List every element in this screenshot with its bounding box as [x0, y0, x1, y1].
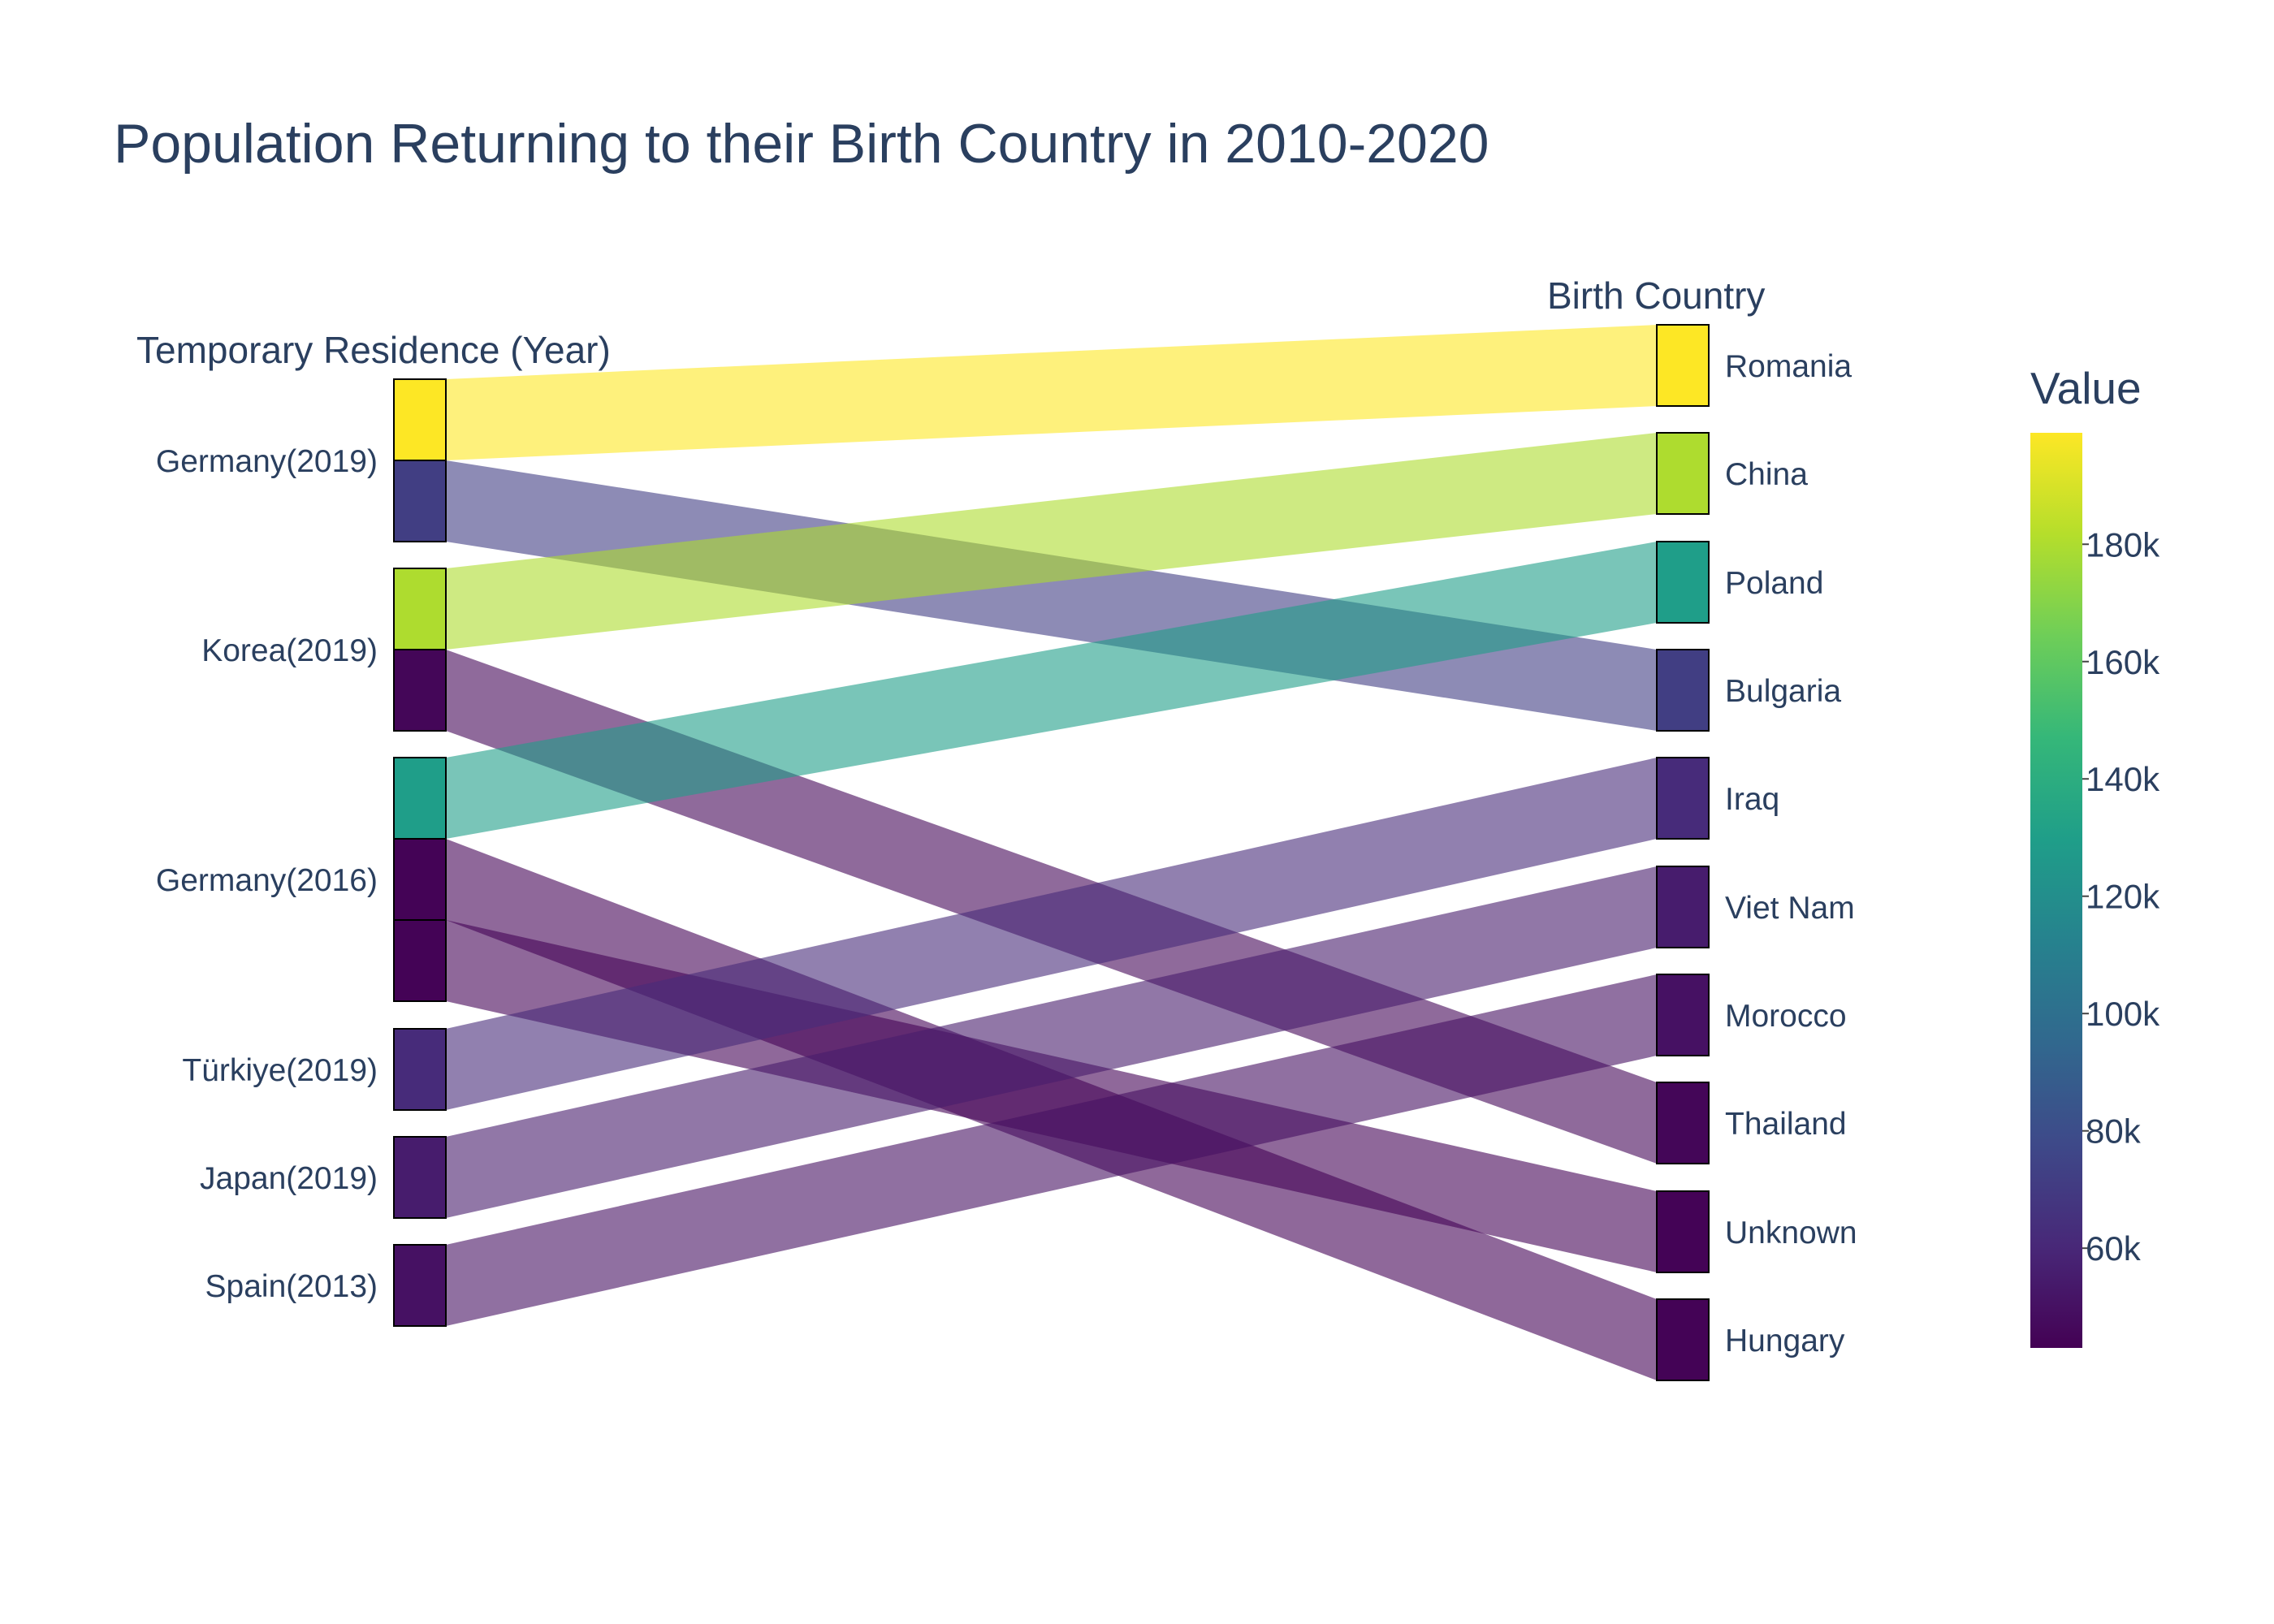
- source-label-germany-2016: Germany(2016): [156, 863, 378, 898]
- target-label-china: China: [1725, 457, 1808, 492]
- source-label-spain-2013: Spain(2013): [205, 1269, 378, 1304]
- target-node-bulgaria[interactable]: [1656, 649, 1710, 732]
- target-label-unknown: Unknown: [1725, 1216, 1857, 1250]
- source-node-germany-2016-seg-1[interactable]: [393, 838, 447, 921]
- target-label-morocco: Morocco: [1725, 999, 1847, 1034]
- source-node-korea-2019-seg-1[interactable]: [393, 649, 447, 732]
- target-label-iraq: Iraq: [1725, 782, 1779, 817]
- colorbar-tick-label: 100k: [2086, 995, 2160, 1033]
- colorbar-tick-label: 180k: [2086, 525, 2160, 564]
- target-label-bulgaria: Bulgaria: [1725, 674, 1841, 709]
- target-node-iraq[interactable]: [1656, 757, 1710, 840]
- colorbar-tick-label: 160k: [2086, 643, 2160, 681]
- source-label-t-rkiye-2019: Türkiye(2019): [182, 1053, 378, 1088]
- target-label-hungary: Hungary: [1725, 1324, 1845, 1358]
- target-label-poland: Poland: [1725, 566, 1823, 601]
- source-label-japan-2019: Japan(2019): [200, 1161, 378, 1196]
- link-spain-2013-to-morocco[interactable]: [446, 974, 1657, 1326]
- target-node-hungary[interactable]: [1656, 1298, 1710, 1381]
- colorbar-tick-label: 80k: [2086, 1112, 2142, 1151]
- source-node-spain-2013-seg-0[interactable]: [393, 1244, 447, 1327]
- target-label-thailand: Thailand: [1725, 1107, 1847, 1142]
- source-label-korea-2019: Korea(2019): [201, 633, 378, 668]
- source-node-korea-2019-seg-0[interactable]: [393, 568, 447, 650]
- target-axis-title: Birth Country: [1547, 274, 1765, 317]
- source-node-germany-2019-seg-0[interactable]: [393, 378, 447, 461]
- target-node-thailand[interactable]: [1656, 1082, 1710, 1164]
- colorbar-title: Value: [2030, 363, 2142, 413]
- target-label-viet-nam: Viet Nam: [1725, 891, 1855, 926]
- link-korea-2019-to-china[interactable]: [446, 433, 1657, 650]
- colorbar-gradient: [2030, 433, 2082, 1348]
- target-label-romania: Romania: [1725, 349, 1852, 384]
- target-node-poland[interactable]: [1656, 541, 1710, 624]
- colorbar-ticks: 60k 80k 100k 120k 140k 160k 180k: [2082, 525, 2160, 1268]
- colorbar-tick-label: 120k: [2086, 878, 2160, 916]
- source-node-germany-2019-seg-1[interactable]: [393, 460, 447, 542]
- target-node-morocco[interactable]: [1656, 974, 1710, 1056]
- nodes-layer: [393, 324, 1710, 1381]
- source-node-germany-2016-seg-0[interactable]: [393, 757, 447, 840]
- chart-title: Population Returning to their Birth Coun…: [114, 113, 1489, 175]
- target-node-romania[interactable]: [1656, 324, 1710, 407]
- target-node-china[interactable]: [1656, 432, 1710, 515]
- colorbar-tick-label: 140k: [2086, 760, 2160, 798]
- source-axis-title: Temporary Residence (Year): [136, 329, 611, 371]
- source-label-germany-2019: Germany(2019): [156, 444, 378, 479]
- colorbar-tick-label: 60k: [2086, 1229, 2142, 1268]
- source-node-japan-2019-seg-0[interactable]: [393, 1136, 447, 1219]
- link-japan-2019-to-viet-nam[interactable]: [446, 866, 1657, 1218]
- links-layer: [446, 325, 1657, 1380]
- labels-layer: Germany(2019) Korea(2019) Germany(2016) Tür…: [156, 349, 1857, 1358]
- link-germany-2019-to-romania[interactable]: [446, 325, 1657, 460]
- colorbar: Value 60k 80k 100k 120k 140k 160k 180k: [2030, 363, 2160, 1348]
- link-germany-2016-to-poland[interactable]: [446, 542, 1657, 839]
- link-t-rkiye-2019-to-iraq[interactable]: [446, 758, 1657, 1110]
- source-node-germany-2016-seg-2[interactable]: [393, 919, 447, 1002]
- source-node-t-rkiye-2019-seg-0[interactable]: [393, 1028, 447, 1111]
- target-node-unknown[interactable]: [1656, 1190, 1710, 1273]
- target-node-viet-nam[interactable]: [1656, 866, 1710, 948]
